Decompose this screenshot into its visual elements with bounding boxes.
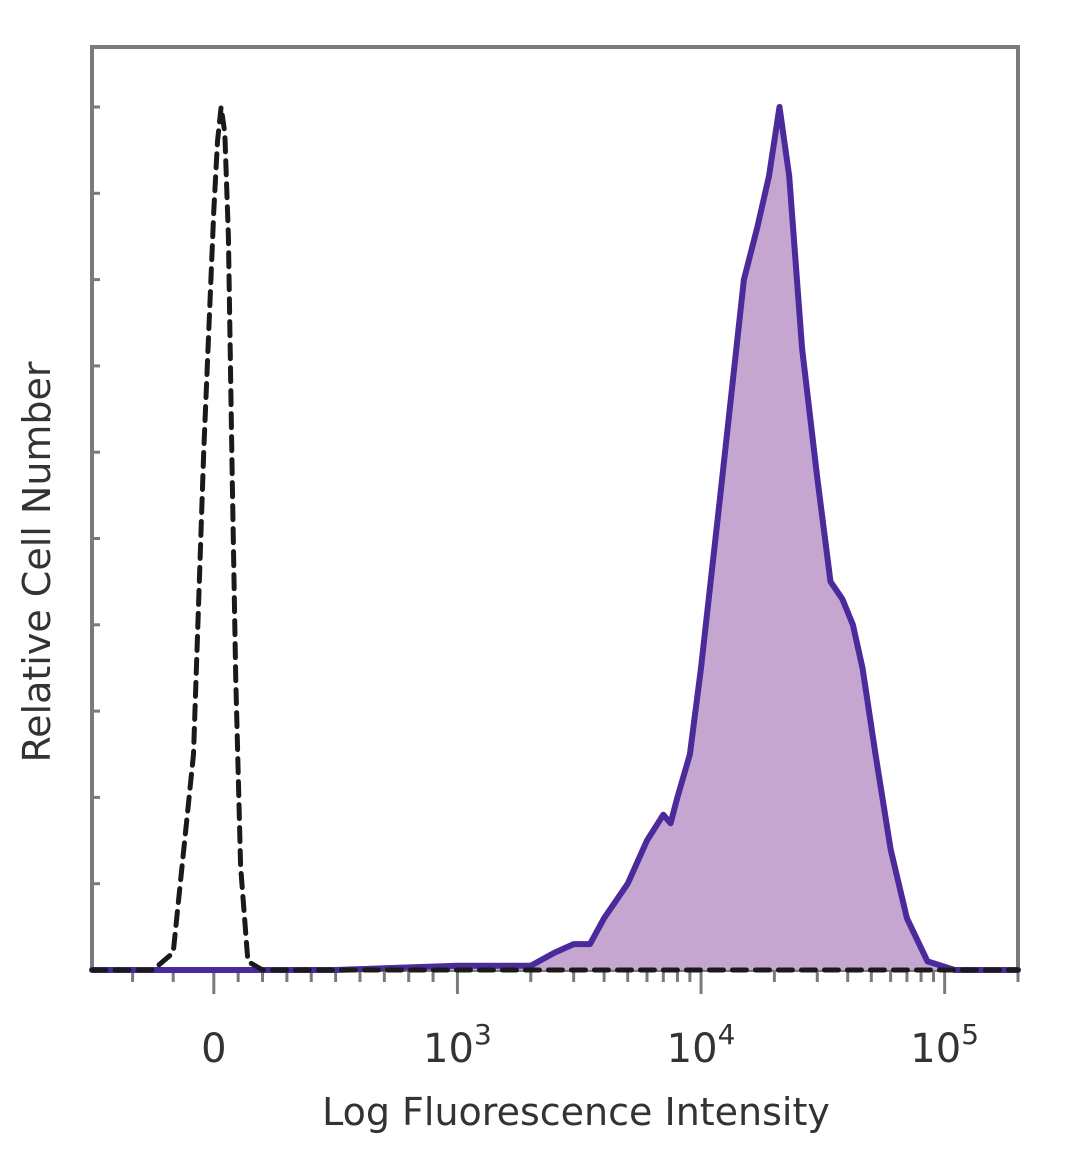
control-histogram-line [89,104,1021,973]
histogram-fill [92,107,1018,970]
stained-histogram-line [89,104,1021,973]
series-layer [89,104,1021,973]
x-tick-labels: 0 103 104 105 [201,1018,979,1072]
x-tick-label: 105 [910,1018,979,1072]
x-axis-title: Log Fluorescence Intensity [322,1090,830,1134]
x-tick-label: 104 [667,1018,736,1072]
x-tick-label: 103 [423,1018,492,1072]
x-axis-ticks [131,970,1020,994]
x-tick-label: 0 [201,1026,226,1072]
y-axis-title: Relative Cell Number [15,361,59,762]
